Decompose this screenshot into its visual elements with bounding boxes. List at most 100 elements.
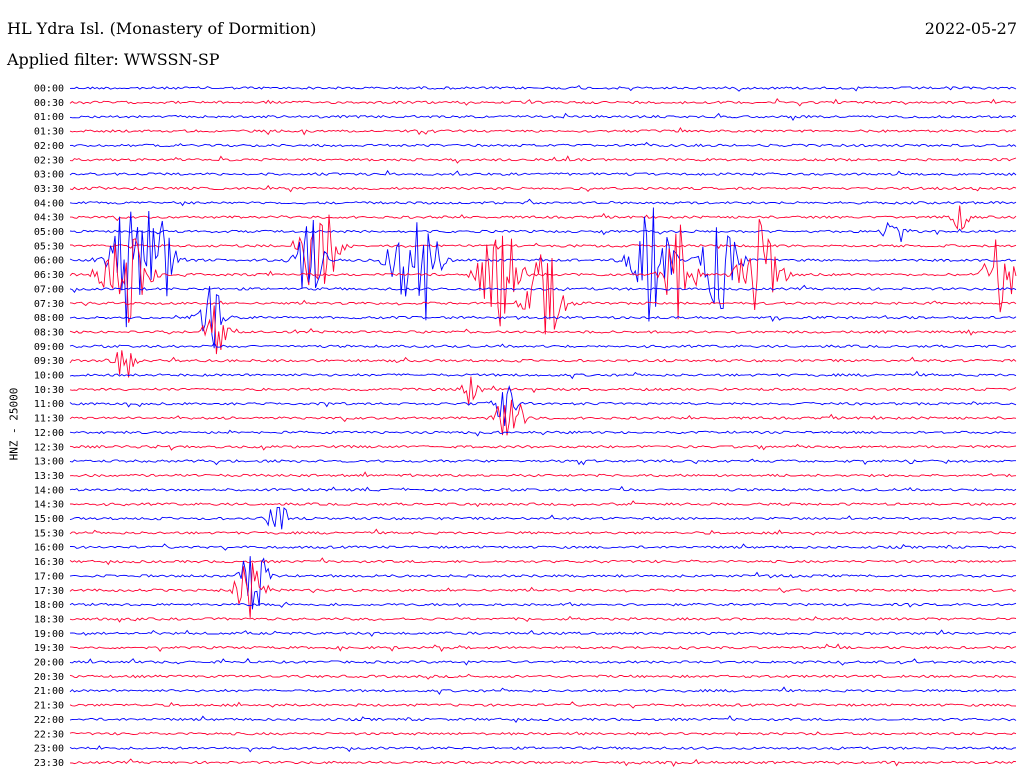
row-label-1930: 19:30 <box>34 643 64 654</box>
trace-row-2100 <box>69 686 1017 695</box>
row-label-1800: 18:00 <box>34 600 64 611</box>
date-label: 2022-05-27 <box>924 19 1017 38</box>
row-label-0200: 02:00 <box>34 141 64 152</box>
row-label-0530: 05:30 <box>34 241 64 252</box>
trace-row-1730 <box>69 562 1017 618</box>
row-label-1900: 19:00 <box>34 629 64 640</box>
row-label-0330: 03:30 <box>34 184 64 195</box>
row-label-1230: 12:30 <box>34 442 64 453</box>
trace-row-2230 <box>69 731 1017 736</box>
row-label-0430: 04:30 <box>34 213 64 224</box>
row-label-2000: 20:00 <box>34 658 64 669</box>
row-label-0000: 00:00 <box>34 84 64 95</box>
trace-row-2200 <box>69 715 1017 723</box>
trace-row-1130 <box>69 399 1017 436</box>
trace-row-0900 <box>69 342 1017 349</box>
trace-row-0730 <box>69 254 1017 335</box>
trace-row-2300 <box>69 745 1017 753</box>
row-label-0400: 04:00 <box>34 198 64 209</box>
trace-group <box>69 84 1017 767</box>
trace-row-1600 <box>70 543 1017 551</box>
trace-row-0230 <box>69 155 1017 164</box>
trace-row-0330 <box>69 184 1017 193</box>
trace-row-2330 <box>69 758 1017 767</box>
trace-row-1930 <box>69 643 1017 652</box>
row-time-labels: 00:00 00:30 01:00 01:30 02:00 02:30 03:00 03:30… <box>34 84 64 769</box>
trace-row-1630 <box>69 557 1017 566</box>
trace-row-0100 <box>69 112 1017 121</box>
trace-row-1000 <box>69 370 1017 380</box>
row-label-1400: 14:00 <box>34 485 64 496</box>
row-label-0230: 02:30 <box>34 155 64 166</box>
filter-label: Applied filter: WWSSN-SP <box>7 50 220 69</box>
row-label-0030: 00:30 <box>34 98 64 109</box>
trace-row-1700 <box>69 556 1016 610</box>
row-label-0930: 09:30 <box>34 356 64 367</box>
trace-row-2030 <box>69 673 1017 680</box>
trace-row-0130 <box>69 126 1017 136</box>
trace-row-1330 <box>69 471 1017 478</box>
row-label-1130: 11:30 <box>34 414 64 425</box>
trace-row-0400 <box>69 198 1017 207</box>
row-label-0730: 07:30 <box>34 299 64 310</box>
row-label-0900: 09:00 <box>34 342 64 353</box>
row-label-0700: 07:00 <box>34 284 64 295</box>
row-label-1330: 13:30 <box>34 471 64 482</box>
trace-row-1830 <box>69 615 1017 623</box>
row-label-2130: 21:30 <box>34 701 64 712</box>
station-title: HL Ydra Isl. (Monastery of Dormition) <box>7 19 317 38</box>
trace-row-0600 <box>69 207 1017 328</box>
row-label-0500: 05:00 <box>34 227 64 238</box>
row-label-1430: 14:30 <box>34 500 64 511</box>
row-label-1600: 16:00 <box>34 543 64 554</box>
trace-row-0030 <box>69 97 1017 107</box>
trace-row-0500 <box>69 221 1017 242</box>
row-label-0630: 06:30 <box>34 270 64 281</box>
row-label-1700: 17:00 <box>34 571 64 582</box>
row-label-0130: 01:30 <box>34 127 64 138</box>
trace-row-1200 <box>69 429 1017 437</box>
trace-row-0430 <box>70 205 1017 231</box>
row-label-0600: 06:00 <box>34 256 64 267</box>
trace-row-2000 <box>69 657 1017 666</box>
trace-row-0800 <box>69 286 1017 349</box>
trace-row-0300 <box>69 169 1017 176</box>
row-label-0100: 01:00 <box>34 112 64 123</box>
trace-row-1800 <box>69 601 1017 608</box>
row-label-1030: 10:30 <box>34 385 64 396</box>
trace-row-1900 <box>69 629 1017 637</box>
row-label-1530: 15:30 <box>34 528 64 539</box>
row-label-1300: 13:00 <box>34 457 64 468</box>
row-label-0800: 08:00 <box>34 313 64 324</box>
trace-row-0630 <box>69 219 1017 327</box>
row-label-1500: 15:00 <box>34 514 64 525</box>
trace-row-1400 <box>69 485 1017 492</box>
row-label-2300: 23:00 <box>34 744 64 755</box>
trace-row-0930 <box>69 350 1017 378</box>
trace-row-0200 <box>69 141 1017 148</box>
trace-row-1230 <box>69 443 1017 451</box>
row-label-2200: 22:00 <box>34 715 64 726</box>
row-label-0300: 03:00 <box>34 170 64 181</box>
row-label-2030: 20:30 <box>34 672 64 683</box>
row-label-1630: 16:30 <box>34 557 64 568</box>
trace-row-1030 <box>69 376 1017 405</box>
row-label-1100: 11:00 <box>34 399 64 410</box>
row-label-1830: 18:30 <box>34 614 64 625</box>
row-label-1000: 10:00 <box>34 371 64 382</box>
row-label-2230: 22:30 <box>34 729 64 740</box>
row-label-0830: 08:30 <box>34 327 64 338</box>
trace-row-1430 <box>70 500 1017 508</box>
row-label-2100: 21:00 <box>34 686 64 697</box>
trace-row-1300 <box>69 458 1016 466</box>
trace-row-1500 <box>69 507 1017 530</box>
trace-row-0530 <box>69 214 1017 286</box>
trace-row-2130 <box>69 701 1017 709</box>
row-label-1730: 17:30 <box>34 586 64 597</box>
trace-row-1100 <box>69 385 1017 427</box>
trace-row-0000 <box>69 84 1017 92</box>
trace-row-0830 <box>69 305 1017 355</box>
trace-row-1530 <box>69 528 1017 536</box>
row-label-2330: 23:30 <box>34 758 64 769</box>
